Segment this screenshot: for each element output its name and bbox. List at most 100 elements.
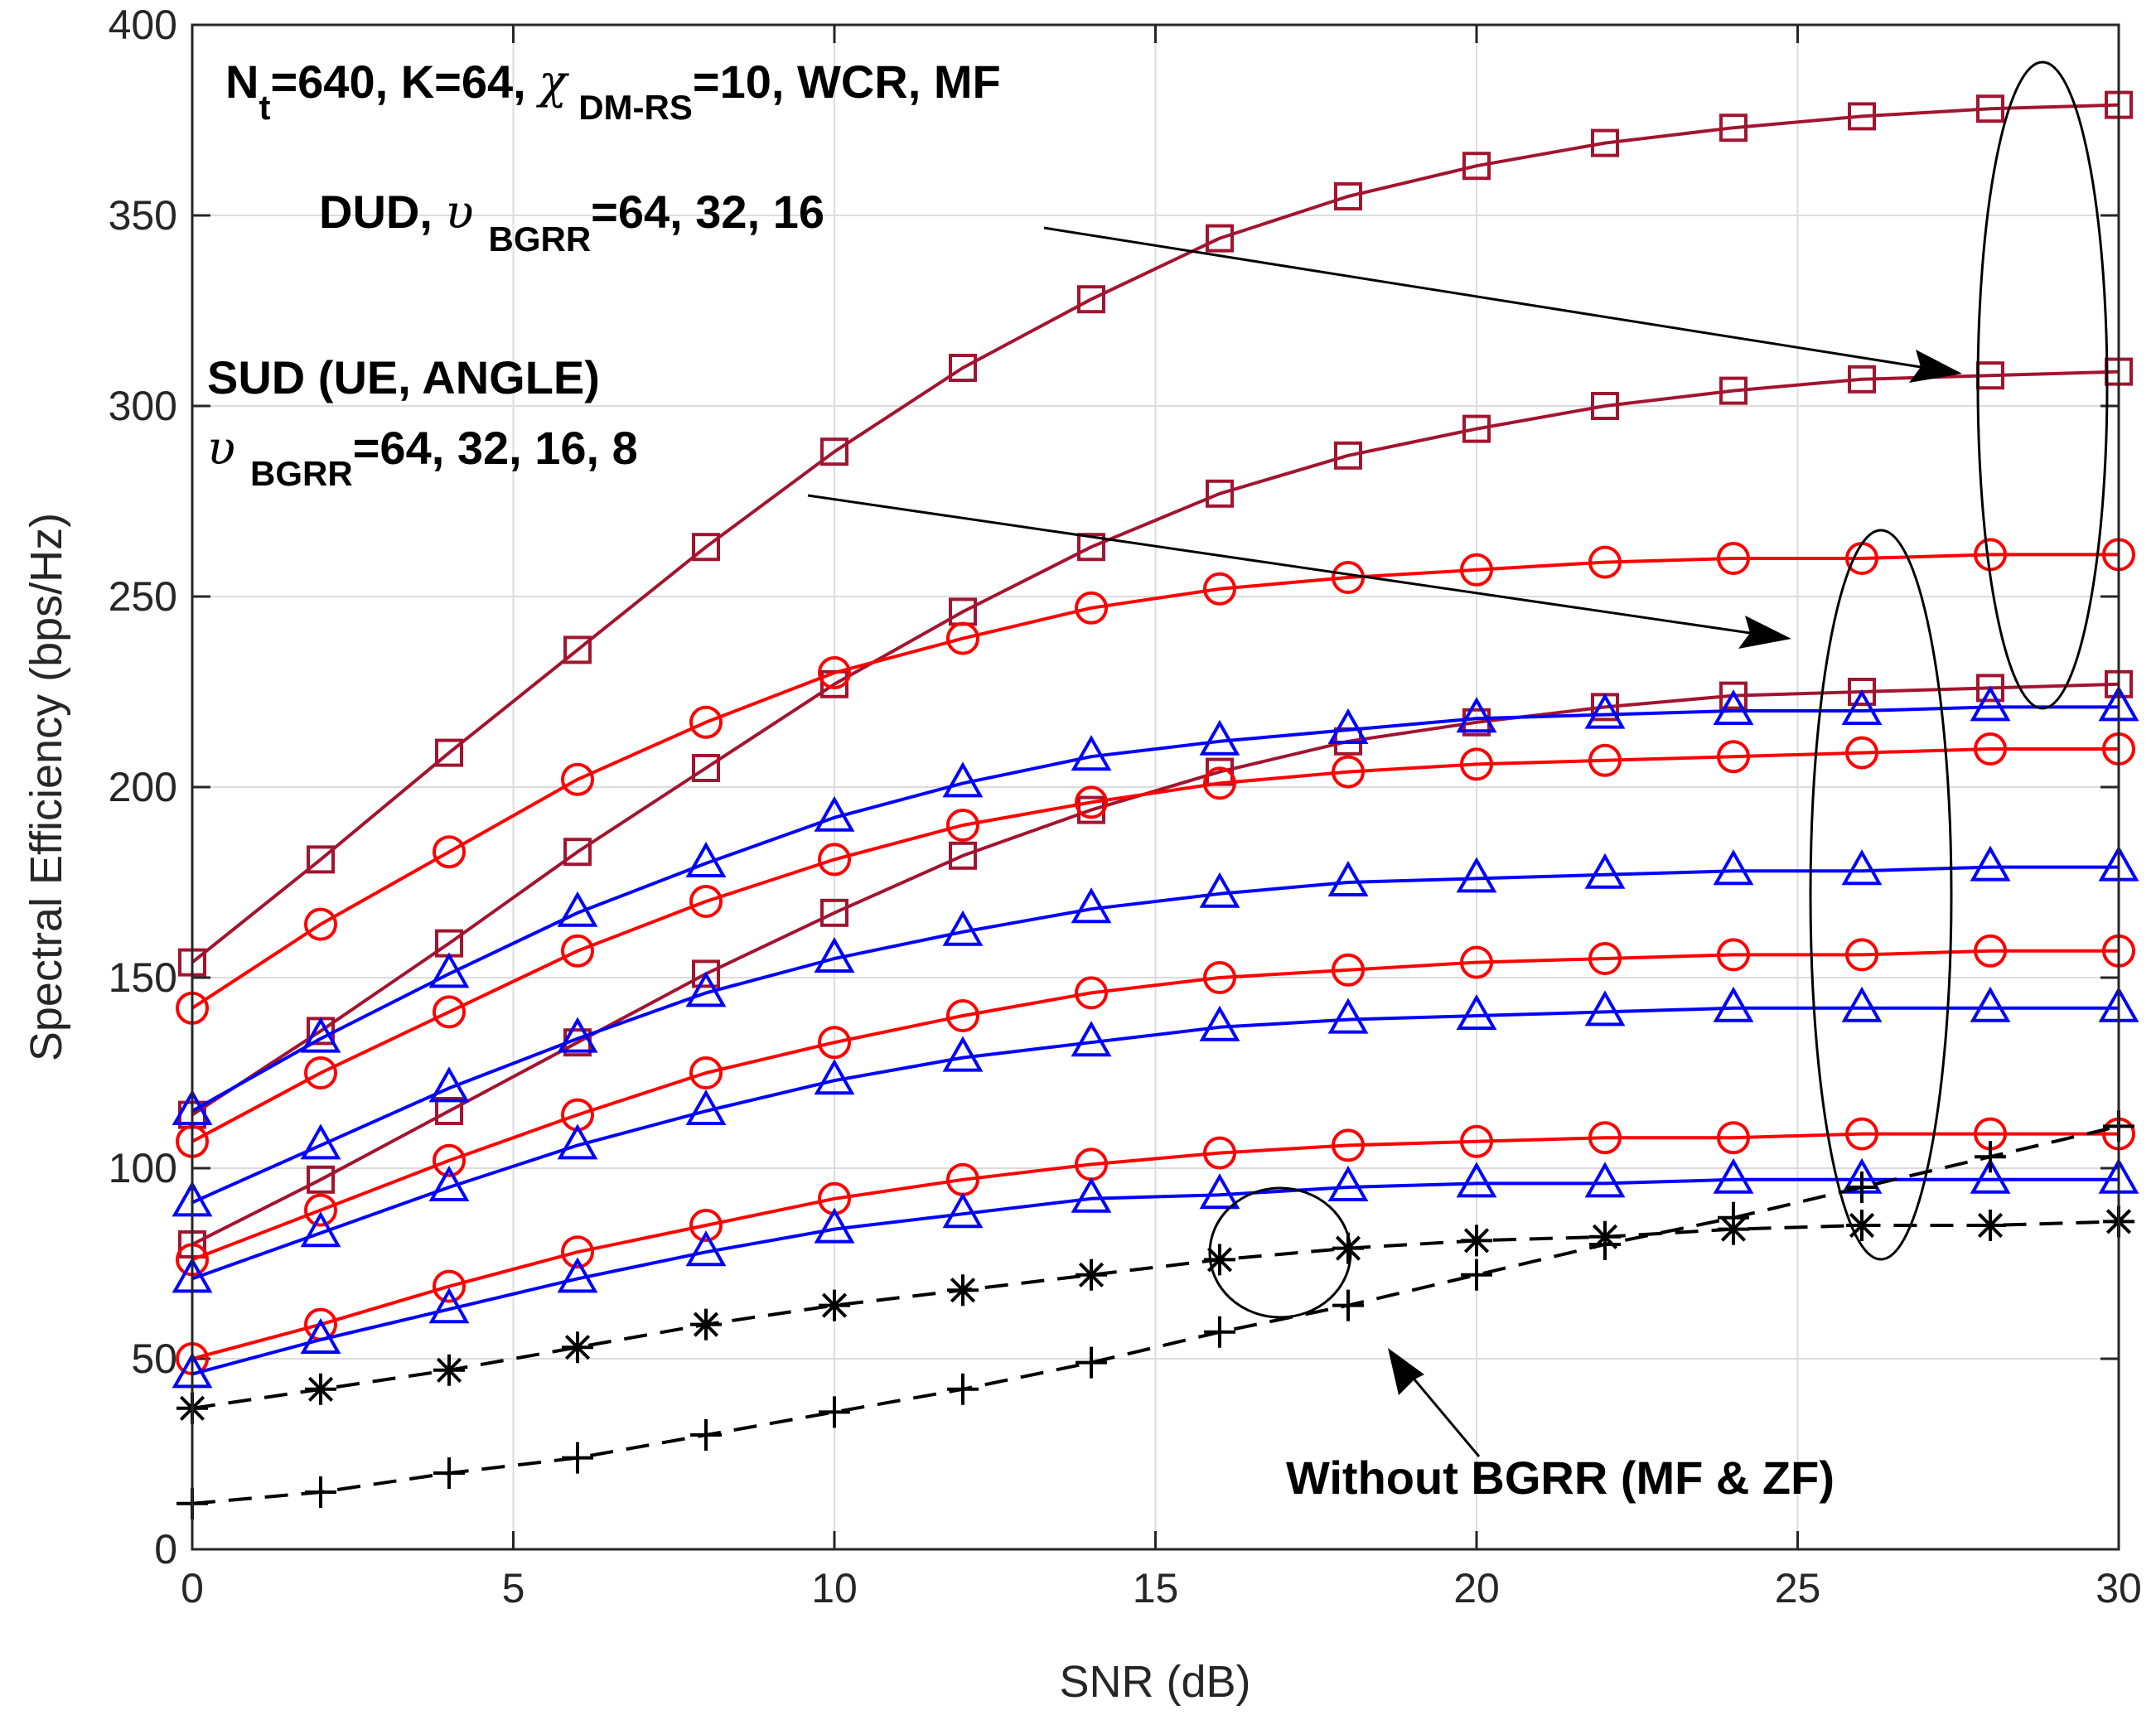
data-point [304, 907, 337, 941]
data-point [1719, 681, 1748, 710]
data-point [1199, 872, 1240, 908]
data-point [1588, 743, 1622, 777]
x-tick-label: 25 [1775, 1565, 1821, 1611]
y-tick-label: 200 [109, 764, 177, 810]
data-point [307, 1165, 335, 1194]
data-point [1584, 990, 1626, 1027]
series-12 [176, 1110, 2134, 1519]
data-point [692, 533, 720, 562]
series-line [191, 865, 2119, 1205]
data-point [563, 635, 592, 664]
data-point [1075, 785, 1108, 819]
data-point [304, 1193, 337, 1227]
y-tick-label: 150 [109, 954, 177, 1001]
data-point [1717, 740, 1750, 774]
data-point [1713, 986, 1754, 1022]
x-tick-label: 10 [811, 1565, 858, 1611]
data-point [300, 1123, 341, 1160]
dud-annotation: DUD, υ BGRR=64, 32, 16 [319, 186, 824, 258]
data-point [428, 952, 470, 988]
x-tick-labels: 0 5 10 15 20 25 30 [181, 1565, 2142, 1611]
series-line [191, 1006, 2119, 1281]
data-point [1460, 1124, 1493, 1158]
data-point [1841, 688, 1883, 725]
data-point [1203, 961, 1236, 994]
data-point [1071, 1021, 1112, 1057]
data-point [690, 1308, 722, 1341]
data-point [1719, 114, 1748, 143]
data-point [1717, 1121, 1750, 1155]
data-point [1461, 1258, 1492, 1291]
data-point [818, 656, 851, 689]
data-point [1719, 376, 1748, 405]
series-line [191, 1177, 2119, 1376]
series-line [191, 370, 2120, 1117]
data-point [1845, 938, 1878, 972]
plot-frame [191, 23, 2120, 1551]
data-point [1976, 674, 2004, 703]
x-tick-label: 5 [502, 1565, 525, 1611]
data-point [1970, 986, 2011, 1022]
data-point [689, 885, 723, 918]
data-point [1332, 953, 1365, 987]
sud-arrow [807, 494, 1791, 649]
data-point [947, 1274, 979, 1307]
data-point [1077, 285, 1105, 314]
data-point [1713, 1157, 1754, 1194]
data-point [942, 1036, 984, 1072]
data-point [819, 1396, 850, 1428]
y-tick-label: 0 [154, 1526, 177, 1572]
data-point [433, 1457, 465, 1489]
data-point [818, 843, 851, 877]
series-line [191, 949, 2119, 1262]
data-point [690, 1419, 722, 1451]
data-point [1589, 1229, 1621, 1260]
data-point [433, 1143, 466, 1177]
data-point [1841, 986, 1883, 1022]
data-point [563, 838, 592, 867]
data-point [689, 1056, 723, 1089]
data-point [1970, 685, 2011, 722]
data-point [942, 1192, 984, 1229]
series-line [191, 1220, 2120, 1410]
data-point [1456, 993, 1497, 1030]
data-point [1327, 860, 1369, 896]
y-tick-label: 400 [109, 2, 177, 48]
data-point [819, 1289, 850, 1321]
data-point [300, 1211, 341, 1248]
series-5 [176, 934, 2135, 1277]
data-point [946, 999, 979, 1032]
data-point [949, 354, 977, 382]
data-point [947, 1373, 979, 1405]
data-point [1206, 479, 1234, 508]
data-point [1848, 365, 1876, 394]
data-point [814, 936, 855, 973]
series-line [191, 682, 2120, 1246]
series-6 [176, 1117, 2135, 1375]
data-point [1199, 1173, 1240, 1210]
data-point [1203, 572, 1236, 606]
sud-annotation-line2: υ BGRR=64, 32, 16, 8 [207, 422, 638, 493]
series-line [191, 103, 2120, 964]
data-point [1076, 1346, 1107, 1379]
data-point [300, 1317, 341, 1354]
data-point [1460, 553, 1493, 587]
series-9 [172, 986, 2139, 1293]
data-point [949, 841, 977, 870]
data-point [428, 1287, 470, 1324]
data-point [428, 1165, 470, 1201]
data-point [557, 1017, 598, 1053]
data-point [1332, 1289, 1364, 1321]
data-point [1203, 1136, 1236, 1170]
data-point [1460, 945, 1493, 979]
series-group [172, 90, 2139, 1519]
data-point [1717, 938, 1750, 972]
data-point [1461, 1225, 1492, 1257]
data-point [300, 1017, 341, 1053]
series-line [191, 747, 2119, 1143]
data-point [557, 1257, 598, 1293]
data-point [1456, 857, 1497, 893]
data-point [561, 934, 594, 968]
data-point [1327, 998, 1369, 1034]
